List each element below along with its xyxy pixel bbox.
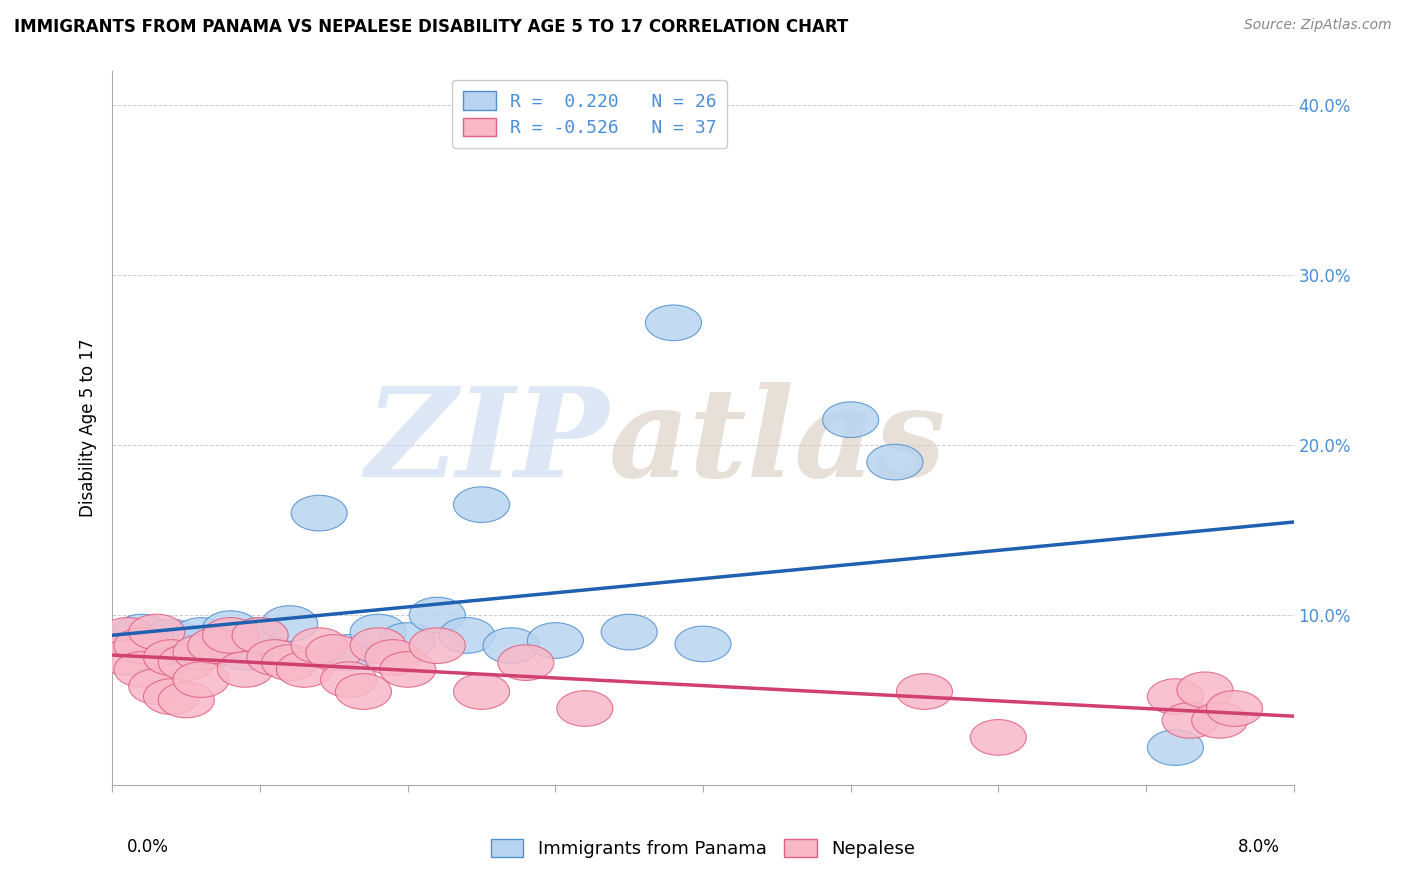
- Ellipse shape: [409, 628, 465, 664]
- Ellipse shape: [1177, 672, 1233, 707]
- Ellipse shape: [1147, 679, 1204, 714]
- Ellipse shape: [454, 487, 509, 523]
- Ellipse shape: [291, 628, 347, 664]
- Ellipse shape: [114, 628, 170, 664]
- Ellipse shape: [1147, 730, 1204, 765]
- Ellipse shape: [100, 623, 155, 658]
- Ellipse shape: [484, 628, 538, 664]
- Ellipse shape: [350, 628, 406, 664]
- Ellipse shape: [1206, 690, 1263, 726]
- Ellipse shape: [173, 662, 229, 698]
- Ellipse shape: [277, 651, 332, 687]
- Ellipse shape: [143, 640, 200, 675]
- Ellipse shape: [291, 495, 347, 531]
- Ellipse shape: [114, 615, 170, 650]
- Ellipse shape: [970, 720, 1026, 756]
- Ellipse shape: [232, 617, 288, 653]
- Ellipse shape: [366, 640, 420, 675]
- Legend: Immigrants from Panama, Nepalese: Immigrants from Panama, Nepalese: [484, 831, 922, 865]
- Text: IMMIGRANTS FROM PANAMA VS NEPALESE DISABILITY AGE 5 TO 17 CORRELATION CHART: IMMIGRANTS FROM PANAMA VS NEPALESE DISAB…: [14, 18, 848, 36]
- Ellipse shape: [159, 645, 214, 681]
- Ellipse shape: [439, 617, 495, 653]
- Ellipse shape: [129, 669, 184, 705]
- Ellipse shape: [129, 632, 184, 667]
- Text: 0.0%: 0.0%: [127, 838, 169, 856]
- Ellipse shape: [247, 640, 302, 675]
- Text: Source: ZipAtlas.com: Source: ZipAtlas.com: [1244, 18, 1392, 32]
- Ellipse shape: [868, 444, 922, 480]
- Ellipse shape: [188, 628, 243, 664]
- Ellipse shape: [454, 673, 509, 709]
- Ellipse shape: [350, 615, 406, 650]
- Y-axis label: Disability Age 5 to 17: Disability Age 5 to 17: [79, 339, 97, 517]
- Ellipse shape: [232, 617, 288, 653]
- Ellipse shape: [218, 651, 273, 687]
- Ellipse shape: [380, 623, 436, 658]
- Ellipse shape: [143, 619, 200, 655]
- Ellipse shape: [143, 679, 200, 714]
- Ellipse shape: [675, 626, 731, 662]
- Ellipse shape: [159, 628, 214, 664]
- Legend: R =  0.220   N = 26, R = -0.526   N = 37: R = 0.220 N = 26, R = -0.526 N = 37: [453, 80, 727, 148]
- Ellipse shape: [202, 617, 259, 653]
- Ellipse shape: [602, 615, 657, 650]
- Ellipse shape: [114, 651, 170, 687]
- Ellipse shape: [262, 606, 318, 641]
- Ellipse shape: [823, 401, 879, 437]
- Ellipse shape: [202, 611, 259, 647]
- Ellipse shape: [1192, 703, 1247, 739]
- Ellipse shape: [129, 615, 184, 650]
- Ellipse shape: [409, 598, 465, 633]
- Ellipse shape: [321, 662, 377, 698]
- Ellipse shape: [100, 617, 155, 653]
- Text: ZIP: ZIP: [364, 382, 609, 503]
- Ellipse shape: [498, 645, 554, 681]
- Ellipse shape: [336, 673, 391, 709]
- Ellipse shape: [218, 634, 273, 670]
- Ellipse shape: [307, 634, 361, 670]
- Ellipse shape: [188, 632, 243, 667]
- Ellipse shape: [173, 634, 229, 670]
- Text: 8.0%: 8.0%: [1237, 838, 1279, 856]
- Ellipse shape: [262, 645, 318, 681]
- Ellipse shape: [173, 617, 229, 653]
- Text: atlas: atlas: [609, 382, 946, 503]
- Ellipse shape: [159, 682, 214, 718]
- Ellipse shape: [380, 651, 436, 687]
- Ellipse shape: [1163, 703, 1218, 739]
- Ellipse shape: [100, 640, 155, 675]
- Ellipse shape: [527, 623, 583, 658]
- Ellipse shape: [645, 305, 702, 341]
- Ellipse shape: [557, 690, 613, 726]
- Ellipse shape: [897, 673, 952, 709]
- Ellipse shape: [321, 634, 377, 670]
